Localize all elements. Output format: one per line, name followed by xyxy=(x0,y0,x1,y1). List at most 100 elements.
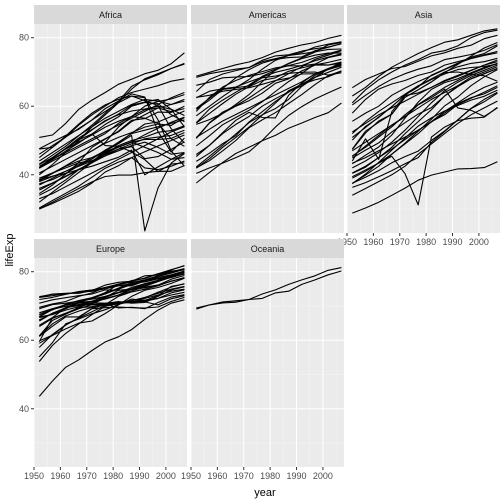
series-line xyxy=(351,28,498,97)
series-line xyxy=(351,62,498,157)
x-tick-label: 2000 xyxy=(156,471,176,481)
series-line xyxy=(39,141,185,179)
series-line xyxy=(352,45,498,122)
series-line xyxy=(352,91,498,184)
series-line xyxy=(39,98,185,162)
x-tick-label: 1980 xyxy=(103,471,123,481)
x-tick-label: 1960 xyxy=(207,471,227,481)
series-line xyxy=(195,54,342,147)
x-tick-label: 1960 xyxy=(363,237,383,247)
series-line xyxy=(351,67,498,152)
x-tick-label: 1970 xyxy=(390,237,410,247)
facet-panel-americas: Americas xyxy=(190,5,344,233)
x-tick-label: 1950 xyxy=(337,237,357,247)
y-tick-label: 40 xyxy=(19,404,29,414)
x-tick-label: 2000 xyxy=(469,237,489,247)
series-line xyxy=(39,149,185,181)
series-line xyxy=(39,274,185,318)
y-axis-title: lifeExp xyxy=(4,233,16,266)
series-line xyxy=(195,48,342,92)
series-line xyxy=(352,69,498,184)
series-line xyxy=(352,81,498,179)
series-line xyxy=(39,100,185,174)
series-line xyxy=(352,100,498,196)
series-line xyxy=(195,41,342,117)
x-tick-label: 1970 xyxy=(234,471,254,481)
series-line xyxy=(38,62,185,176)
series-line xyxy=(39,134,185,210)
x-tick-label: 1960 xyxy=(50,471,70,481)
y-tick-label: 80 xyxy=(19,267,29,277)
series-line xyxy=(195,71,342,110)
series-line xyxy=(195,50,342,139)
series-line xyxy=(39,270,185,298)
series-line xyxy=(352,64,498,169)
series-line xyxy=(195,52,342,124)
facet-panel-oceania: Oceania 1950 1960 1970 1980 1990 2000 xyxy=(181,239,344,481)
series-line xyxy=(351,44,498,106)
series-line xyxy=(351,63,498,141)
series-line xyxy=(352,92,498,188)
series-line xyxy=(39,277,185,344)
x-tick-label: 1990 xyxy=(287,471,307,481)
series-line xyxy=(352,161,498,214)
series-line xyxy=(38,95,185,167)
series-line xyxy=(39,164,185,210)
series-line xyxy=(39,141,185,179)
facet-strip-label: Europe xyxy=(96,244,125,254)
facet-strip xyxy=(34,5,187,24)
series-line xyxy=(351,50,498,114)
facet-strip xyxy=(34,239,187,258)
series-line xyxy=(39,265,185,308)
series-line xyxy=(351,62,498,165)
facet-panel-africa: Africa 40 60 80 xyxy=(19,5,187,233)
series-line xyxy=(196,66,342,162)
y-tick-label: 80 xyxy=(19,33,29,43)
series-line xyxy=(39,289,185,326)
series-line xyxy=(39,134,185,232)
series-line xyxy=(38,296,185,337)
series-line xyxy=(195,63,342,155)
series-line xyxy=(39,157,185,209)
series-line xyxy=(38,286,185,337)
facet-strip-label: Americas xyxy=(249,10,287,20)
series-line xyxy=(39,91,185,167)
series-line xyxy=(196,267,342,310)
series-line xyxy=(195,61,342,139)
series-line xyxy=(352,59,498,133)
series-line xyxy=(196,270,342,309)
series-line xyxy=(39,119,185,186)
x-tick-label: 1980 xyxy=(416,237,436,247)
series-line xyxy=(195,70,342,169)
series-line xyxy=(38,299,185,397)
facet-strip xyxy=(191,5,344,24)
series-line xyxy=(351,29,498,104)
x-tick-label: 1990 xyxy=(443,237,463,247)
facet-strip-label: Oceania xyxy=(251,244,285,254)
series-line xyxy=(352,66,498,174)
series-line xyxy=(195,42,342,109)
x-tick-label: 1950 xyxy=(24,471,44,481)
series-line xyxy=(351,88,498,158)
series-line xyxy=(39,93,185,153)
facet-strip-label: Africa xyxy=(99,10,122,20)
x-tick-label: 1980 xyxy=(260,471,280,481)
panel-grid: Africa 40 60 80 Americas Asia 1950 1960 1970 1980… xyxy=(19,5,500,481)
facet-strip xyxy=(191,239,344,258)
series-line xyxy=(351,41,498,150)
panel-background xyxy=(191,258,344,467)
series-line xyxy=(196,70,342,169)
series-line xyxy=(38,288,185,362)
series-line xyxy=(195,102,342,184)
y-tick-label: 40 xyxy=(19,170,29,180)
series-line xyxy=(39,126,185,200)
series-line xyxy=(39,268,185,322)
facet-panel-asia: Asia 1950 1960 1970 1980 1990 2000 xyxy=(337,5,500,247)
y-tick-label: 60 xyxy=(19,101,29,111)
series-line xyxy=(195,58,342,124)
series-line xyxy=(351,57,498,135)
x-tick-label: 2000 xyxy=(313,471,333,481)
series-line xyxy=(39,101,185,169)
series-line xyxy=(196,49,342,86)
